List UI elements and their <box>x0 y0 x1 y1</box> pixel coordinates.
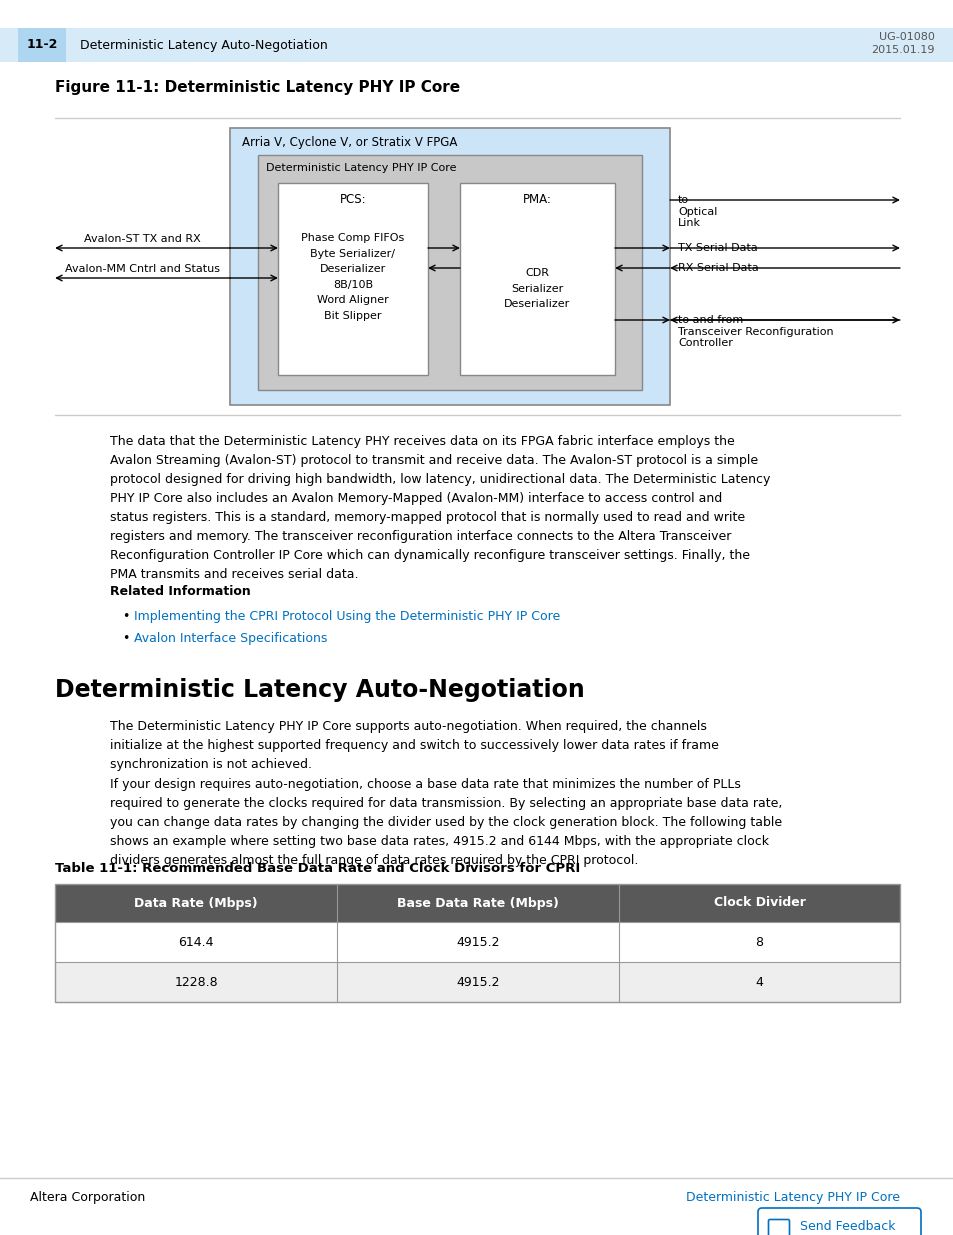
Text: If your design requires auto-negotiation, choose a base data rate that minimizes: If your design requires auto-negotiation… <box>110 778 781 867</box>
Text: •: • <box>122 610 130 622</box>
Text: Deterministic Latency Auto-Negotiation: Deterministic Latency Auto-Negotiation <box>55 678 584 701</box>
FancyBboxPatch shape <box>768 1219 789 1235</box>
Text: CDR
Serializer
Deserializer: CDR Serializer Deserializer <box>504 268 570 309</box>
Text: Figure 11-1: Deterministic Latency PHY IP Core: Figure 11-1: Deterministic Latency PHY I… <box>55 80 459 95</box>
Text: RX Serial Data: RX Serial Data <box>678 263 758 273</box>
Text: Phase Comp FIFOs
Byte Serializer/
Deserializer
8B/10B
Word Aligner
Bit Slipper: Phase Comp FIFOs Byte Serializer/ Deseri… <box>301 233 404 321</box>
Text: The data that the Deterministic Latency PHY receives data on its FPGA fabric int: The data that the Deterministic Latency … <box>110 435 770 580</box>
Text: 1228.8: 1228.8 <box>174 976 217 988</box>
Text: UG-01080: UG-01080 <box>879 32 934 42</box>
Text: Avalon-MM Cntrl and Status: Avalon-MM Cntrl and Status <box>65 264 220 274</box>
Text: Related Information: Related Information <box>110 585 251 598</box>
Text: 4915.2: 4915.2 <box>456 976 499 988</box>
Text: 8: 8 <box>755 935 762 948</box>
Bar <box>459 183 615 375</box>
Text: Implementing the CPRI Protocol Using the Deterministic PHY IP Core: Implementing the CPRI Protocol Using the… <box>133 610 559 622</box>
Bar <box>0 28 953 62</box>
Text: 4: 4 <box>755 976 762 988</box>
Text: Data Rate (Mbps): Data Rate (Mbps) <box>134 897 257 909</box>
Bar <box>55 962 899 1002</box>
Text: PCS:: PCS: <box>339 193 366 206</box>
Text: Clock Divider: Clock Divider <box>713 897 804 909</box>
Text: Base Data Rate (Mbps): Base Data Rate (Mbps) <box>396 897 558 909</box>
Text: Table 11-1: Recommended Base Data Rate and Clock Divisors for CPRI: Table 11-1: Recommended Base Data Rate a… <box>55 862 579 876</box>
Text: Deterministic Latency Auto-Negotiation: Deterministic Latency Auto-Negotiation <box>80 38 328 52</box>
Bar <box>18 28 66 62</box>
Bar <box>55 884 899 923</box>
Text: The Deterministic Latency PHY IP Core supports auto-negotiation. When required, : The Deterministic Latency PHY IP Core su… <box>110 720 719 771</box>
Text: 2015.01.19: 2015.01.19 <box>871 44 934 56</box>
Text: •: • <box>122 632 130 645</box>
Bar <box>55 884 899 1002</box>
Bar <box>257 156 641 390</box>
Text: to and from
Transceiver Reconfiguration
Controller: to and from Transceiver Reconfiguration … <box>678 315 833 348</box>
Text: Deterministic Latency PHY IP Core: Deterministic Latency PHY IP Core <box>685 1192 899 1204</box>
Text: PMA:: PMA: <box>522 193 552 206</box>
Text: Arria V, Cyclone V, or Stratix V FPGA: Arria V, Cyclone V, or Stratix V FPGA <box>242 136 456 149</box>
Bar <box>55 923 899 962</box>
Text: Send Feedback: Send Feedback <box>799 1219 894 1233</box>
Bar <box>230 128 669 405</box>
Text: 11-2: 11-2 <box>27 38 57 52</box>
Text: TX Serial Data: TX Serial Data <box>678 243 757 253</box>
Text: 4915.2: 4915.2 <box>456 935 499 948</box>
Text: Avalon Interface Specifications: Avalon Interface Specifications <box>133 632 327 645</box>
Bar <box>277 183 428 375</box>
Text: Deterministic Latency PHY IP Core: Deterministic Latency PHY IP Core <box>266 163 456 173</box>
FancyBboxPatch shape <box>758 1208 920 1235</box>
Text: Avalon-ST TX and RX: Avalon-ST TX and RX <box>84 233 201 245</box>
Text: 614.4: 614.4 <box>178 935 213 948</box>
Text: Altera Corporation: Altera Corporation <box>30 1192 145 1204</box>
Text: to
Optical
Link: to Optical Link <box>678 195 717 228</box>
